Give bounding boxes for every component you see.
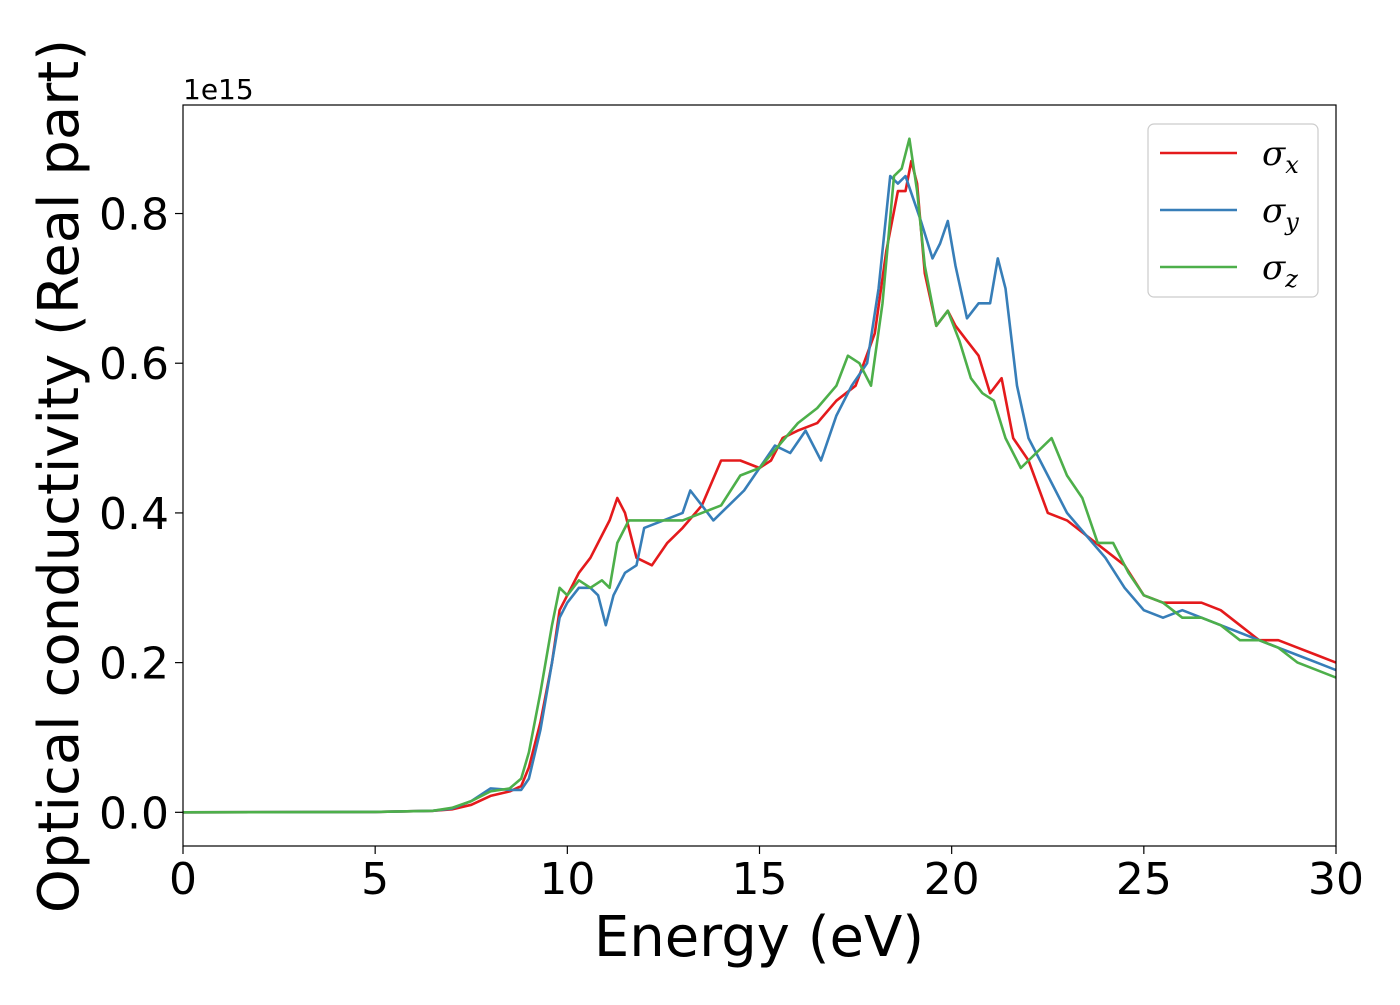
x-tick-label: 10 — [539, 854, 595, 905]
x-tick-label: 15 — [732, 854, 788, 905]
y-tick-label: 0.6 — [99, 339, 169, 390]
legend-label-x: σx — [1262, 134, 1299, 179]
x-axis-ticks: 0 5 10 15 20 25 30 — [169, 846, 1364, 905]
x-tick-label: 5 — [361, 854, 389, 905]
legend: σx σy σz — [1147, 123, 1319, 298]
x-tick-label: 30 — [1308, 854, 1364, 905]
x-tick-label: 20 — [924, 854, 980, 905]
y-tick-label: 0.2 — [99, 639, 169, 690]
legend-label-y: σy — [1262, 191, 1299, 236]
series-layer — [183, 137, 1336, 814]
series-line-y — [183, 174, 1336, 814]
x-tick-label: 25 — [1116, 854, 1172, 905]
y-tick-label: 0.4 — [99, 489, 169, 540]
x-axis-label: Energy (eV) — [594, 905, 924, 970]
x-tick-label: 0 — [169, 854, 197, 905]
y-offset-label: 1e15 — [183, 73, 254, 106]
legend-label-z: σz — [1262, 248, 1298, 293]
y-axis-ticks: 0.0 0.2 0.4 0.6 0.8 — [99, 190, 183, 839]
y-axis-label: Optical conductivity (Real part) — [27, 39, 92, 913]
y-tick-label: 0.0 — [99, 788, 169, 839]
y-tick-label: 0.8 — [99, 190, 169, 241]
series-line-z — [183, 137, 1336, 814]
